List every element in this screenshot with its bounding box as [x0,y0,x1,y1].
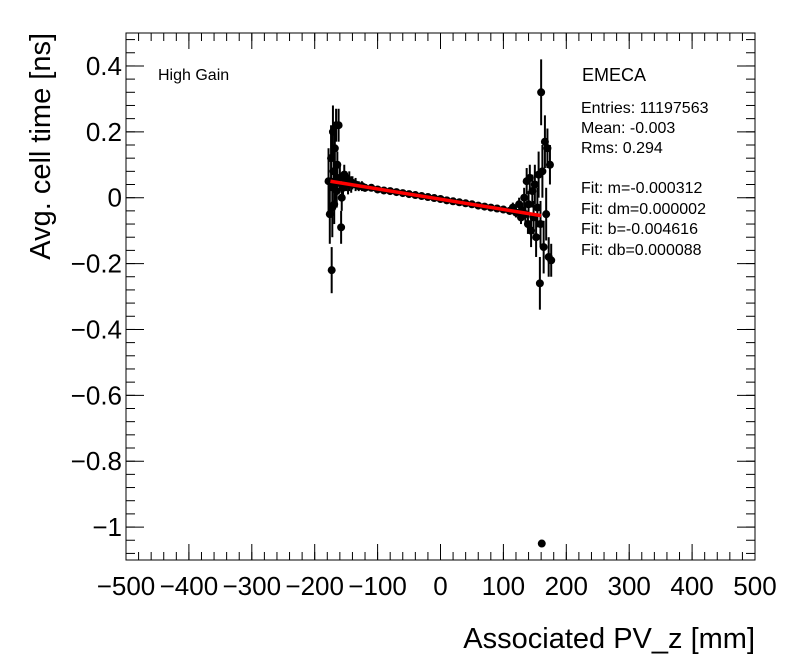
stats-rms: Rms: 0.294 [581,140,663,157]
data-point [325,210,334,219]
y-tick-label: 0 [108,183,122,213]
data-point [520,193,529,202]
data-point [329,167,338,176]
data-point [327,266,336,275]
data-point [537,88,546,97]
data-point [524,200,533,209]
data-point [523,220,532,229]
data-point [337,223,346,232]
x-tick-label: 400 [670,571,713,601]
y-tick-label: −0.6 [71,380,122,410]
data-point [515,200,524,209]
data-point [525,173,534,182]
x-tick-label: 100 [482,571,525,601]
data-point [327,154,336,163]
data-point [536,220,545,229]
data-point [334,121,343,130]
y-tick-label: −0.8 [71,446,122,476]
stats-fit-db: Fit: db=0.000088 [581,242,702,259]
data-point [537,539,546,548]
y-tick-label: −1 [92,512,122,542]
x-tick-label: 300 [608,571,651,601]
data-point [532,233,541,242]
major-ticks [125,33,756,560]
data-point [540,137,549,146]
data-point [340,170,349,179]
x-tick-label: −200 [285,571,344,601]
data-point [542,210,551,219]
data-point [324,177,333,186]
x-tick-label: −400 [160,571,219,601]
x-tick-label: −100 [348,571,407,601]
x-tick-labels: −500 −400 −300 −200 −100 0 100 200 300 400 500 [97,571,777,601]
data-markers [324,88,556,548]
data-point [337,193,346,202]
x-tick-label: −500 [97,571,156,601]
x-axis-title: Associated PV_z [mm] [463,623,755,655]
data-point [539,243,548,252]
data-point [330,200,339,209]
stats-name: EMECA [582,65,646,85]
data-point [528,187,537,196]
x-tick-label: −300 [223,571,282,601]
stats-entries: Entries: 11197563 [581,100,709,117]
y-tick-labels: 0.4 0.2 0 −0.2 −0.4 −0.6 −0.8 −1 [71,51,122,542]
data-point [527,226,536,235]
data-point [332,187,341,196]
data-point [328,127,337,136]
stats-fit-m: Fit: m=-0.000312 [581,180,703,197]
data-point [538,167,547,176]
y-tick-label: 0.2 [86,117,122,147]
stats-mean: Mean: -0.003 [581,120,675,137]
y-tick-label: −0.2 [71,249,122,279]
y-tick-label: 0.4 [86,51,122,81]
data-point [545,160,554,169]
fit-line [330,179,542,218]
y-tick-label: −0.4 [71,314,122,344]
stats-fit-b: Fit: b=-0.004616 [581,221,698,238]
data-point [543,144,552,153]
y-axis-title: Avg. cell time [ns] [25,33,57,260]
x-tick-label: 500 [733,571,776,601]
stats-fit-dm: Fit: dm=0.000002 [581,201,706,218]
gain-label: High Gain [158,67,229,84]
data-point [547,256,556,265]
x-tick-label: 200 [545,571,588,601]
data-point [333,160,342,169]
data-point [330,144,339,153]
data-point [533,203,542,212]
x-tick-label: 0 [433,571,447,601]
data-point [530,180,539,189]
data-point [535,279,544,288]
